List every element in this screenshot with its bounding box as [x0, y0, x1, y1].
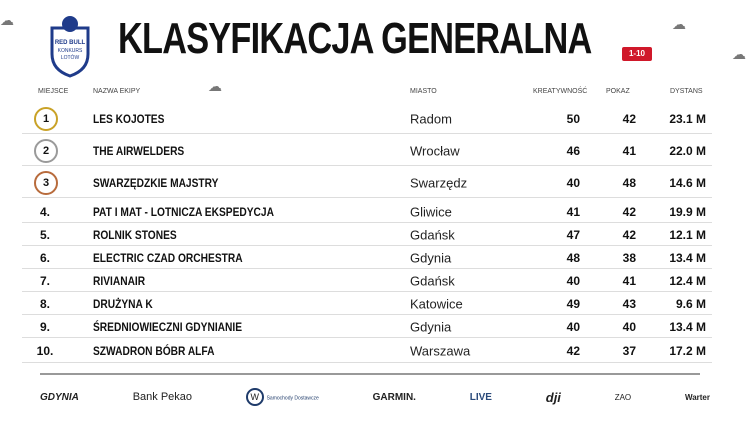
creativity-score: 50: [566, 111, 580, 126]
team-name: RIVIANAIR: [93, 273, 146, 288]
place: 7.: [39, 273, 50, 288]
show-score: 41: [622, 273, 636, 288]
medal-icon: 2: [34, 138, 58, 163]
table-row: 9. ŚREDNIOWIECZNI GDYNIANIE Gdynia 40 40 …: [22, 316, 712, 338]
table-row: 1 LES KOJOTES Radom 50 42 23.1 M: [22, 104, 712, 134]
team-name: ELECTRIC CZAD ORCHESTRA: [93, 250, 243, 265]
sponsor-gdynia: GDYNIA: [40, 391, 79, 403]
table-row: 10. SZWADRON BÓBR ALFA Warszawa 42 37 17.…: [22, 339, 712, 363]
cloud-icon: ☁: [672, 16, 686, 32]
header-distance: DYSTANS: [670, 88, 703, 95]
range-badge: 1-10: [622, 47, 652, 61]
creativity-score: 47: [566, 227, 580, 242]
city: Warszawa: [410, 343, 471, 358]
cloud-icon: ☁: [0, 12, 14, 28]
distance: 9.6 M: [675, 296, 706, 311]
sponsor-warter: Warter: [684, 392, 710, 402]
sponsor-garmin: GARMIN.: [372, 391, 416, 403]
header-show: POKAZ: [606, 88, 630, 95]
place: 8.: [39, 296, 50, 311]
place: 4.: [39, 204, 50, 219]
sponsor-live: LIVE: [469, 391, 492, 403]
team-name: LES KOJOTES: [93, 111, 165, 126]
show-score: 43: [622, 296, 636, 311]
place: 9.: [39, 319, 50, 334]
svg-text:LOTÓW: LOTÓW: [61, 54, 80, 61]
table-row: 4. PAT I MAT - LOTNICZA EKSPEDYCJA Gliwic…: [22, 201, 712, 223]
show-score: 37: [622, 343, 636, 358]
show-score: 42: [622, 227, 636, 242]
place: 6.: [39, 250, 50, 265]
medal-icon: 1: [34, 106, 58, 131]
team-name: ŚREDNIOWIECZNI GDYNIANIE: [93, 319, 243, 334]
table-row: 2 THE AIRWELDERS Wrocław 46 41 22.0 M: [22, 136, 712, 166]
table-row: 5. ROLNIK STONES Gdańsk 47 42 12.1 M: [22, 224, 712, 246]
team-name: ROLNIK STONES: [93, 227, 177, 242]
show-score: 48: [622, 175, 636, 190]
city: Gdańsk: [410, 273, 455, 288]
distance: 19.9 M: [669, 204, 706, 219]
sponsor-bank-pekao: Bank Pekao: [132, 391, 193, 403]
creativity-score: 48: [566, 250, 580, 265]
show-score: 38: [622, 250, 636, 265]
red-bull-konkurs-lotow-logo: RED BULL KONKURS LOTÓW: [38, 14, 102, 78]
header-city: MIASTO: [410, 88, 437, 95]
team-name: DRUŻYNA K: [93, 296, 153, 311]
team-name: SWARZĘDZKIE MAJSTRY: [93, 175, 219, 190]
sponsor-vw: W Samochody Dostawcze: [245, 388, 319, 406]
cloud-icon: ☁: [208, 78, 222, 94]
sponsor-dji: dji: [545, 389, 561, 405]
creativity-score: 42: [566, 343, 580, 358]
table-row: 3 SWARZĘDZKIE MAJSTRY Swarzędz 40 48 14.6…: [22, 168, 712, 198]
divider: [40, 373, 700, 375]
team-name: SZWADRON BÓBR ALFA: [93, 343, 215, 358]
distance: 12.4 M: [669, 273, 706, 288]
svg-text:RED BULL: RED BULL: [55, 40, 86, 46]
page-title: KLASYFIKACJA GENERALNA: [118, 14, 592, 63]
header-creativity: KREATYWNOŚĆ: [533, 88, 588, 95]
header-place: MIEJSCE: [38, 88, 69, 95]
sponsor-bar: GDYNIA Bank Pekao W Samochody Dostawcze …: [40, 388, 710, 406]
creativity-score: 41: [566, 204, 580, 219]
creativity-score: 46: [566, 143, 580, 158]
city: Swarzędz: [410, 175, 468, 190]
city: Katowice: [410, 296, 463, 311]
show-score: 41: [622, 143, 636, 158]
svg-text:KONKURS: KONKURS: [58, 48, 83, 54]
distance: 12.1 M: [669, 227, 706, 242]
table-row: 6. ELECTRIC CZAD ORCHESTRA Gdynia 48 38 1…: [22, 247, 712, 269]
creativity-score: 40: [566, 319, 580, 334]
distance: 23.1 M: [669, 111, 706, 126]
creativity-score: 40: [566, 273, 580, 288]
place: 10.: [36, 343, 54, 358]
show-score: 42: [622, 111, 636, 126]
show-score: 42: [622, 204, 636, 219]
team-name: THE AIRWELDERS: [93, 143, 185, 158]
creativity-score: 40: [566, 175, 580, 190]
city: Gdańsk: [410, 227, 455, 242]
distance: 13.4 M: [669, 250, 706, 265]
city: Gdynia: [410, 319, 452, 334]
distance: 14.6 M: [669, 175, 706, 190]
sponsor-zao: ZAO: [614, 392, 632, 402]
creativity-score: 49: [566, 296, 580, 311]
table-row: 7. RIVIANAIR Gdańsk 40 41 12.4 M: [22, 270, 712, 292]
vw-logo-icon: W: [245, 388, 264, 406]
show-score: 40: [622, 319, 636, 334]
team-name: PAT I MAT - LOTNICZA EKSPEDYCJA: [93, 204, 274, 219]
distance: 13.4 M: [669, 319, 706, 334]
city: Radom: [410, 111, 452, 126]
table-row: 8. DRUŻYNA K Katowice 49 43 9.6 M: [22, 293, 712, 315]
place: 5.: [39, 227, 50, 242]
distance: 17.2 M: [669, 343, 706, 358]
medal-icon: 3: [34, 170, 58, 195]
city: Wrocław: [410, 143, 460, 158]
header-team: NAZWA EKIPY: [93, 88, 141, 95]
city: Gliwice: [410, 204, 452, 219]
cloud-icon: ☁: [732, 46, 746, 62]
city: Gdynia: [410, 250, 452, 265]
distance: 22.0 M: [669, 143, 706, 158]
